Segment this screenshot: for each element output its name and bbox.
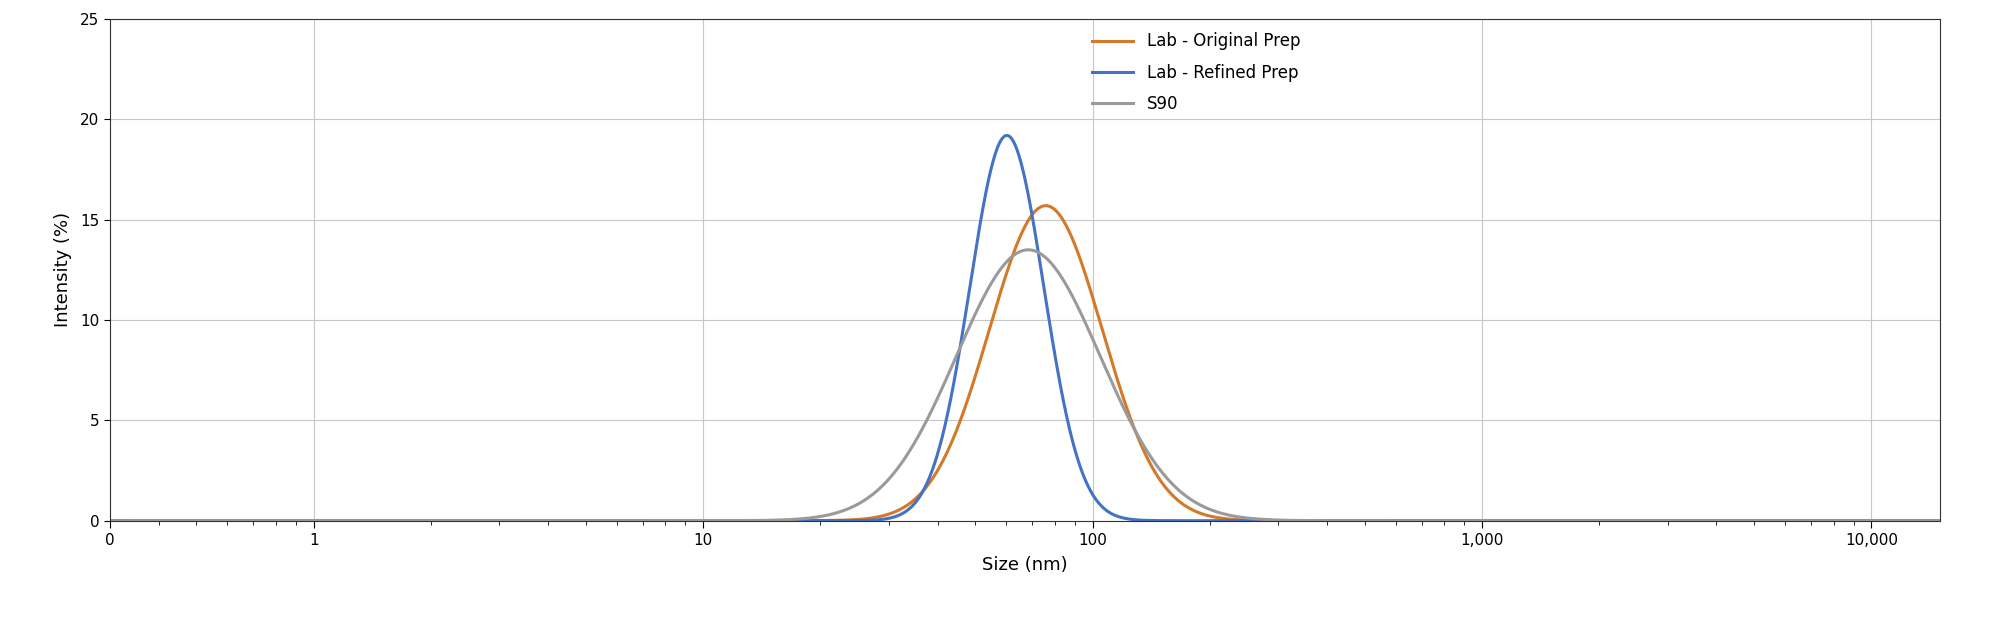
Lab - Refined Prep <box>798 517 822 525</box>
Lab - Original Prep <box>100 517 124 525</box>
Line: S90: S90 <box>112 250 1942 521</box>
Lab - Original Prep <box>1604 517 1628 525</box>
Lab - Refined Prep <box>1930 517 1954 525</box>
Lab - Original Prep <box>1034 202 1058 210</box>
X-axis label: Size (nm): Size (nm) <box>982 556 1068 574</box>
Lab - Original Prep <box>1198 512 1222 519</box>
Lab - Refined Prep <box>1604 517 1628 525</box>
Lab - Original Prep <box>1466 517 1490 525</box>
Line: Lab - Original Prep: Lab - Original Prep <box>112 206 1942 521</box>
S90 <box>100 517 124 525</box>
Lab - Original Prep <box>798 517 822 525</box>
S90 <box>1016 246 1040 253</box>
Lab - Refined Prep <box>432 517 456 525</box>
S90 <box>1466 517 1490 525</box>
S90 <box>1198 505 1222 513</box>
Lab - Original Prep <box>1290 517 1314 525</box>
S90 <box>1290 517 1314 525</box>
Lab - Refined Prep <box>994 131 1018 139</box>
S90 <box>1604 517 1628 525</box>
S90 <box>432 517 456 525</box>
Lab - Refined Prep <box>1466 517 1490 525</box>
Lab - Refined Prep <box>1290 517 1314 525</box>
Lab - Refined Prep <box>1198 517 1222 525</box>
Legend: Lab - Original Prep, Lab - Refined Prep, S90: Lab - Original Prep, Lab - Refined Prep,… <box>1092 32 1300 113</box>
Lab - Original Prep <box>1930 517 1954 525</box>
S90 <box>798 514 822 522</box>
Lab - Refined Prep <box>100 517 124 525</box>
Lab - Original Prep <box>432 517 456 525</box>
S90 <box>1930 517 1954 525</box>
Line: Lab - Refined Prep: Lab - Refined Prep <box>112 135 1942 521</box>
Y-axis label: Intensity (%): Intensity (%) <box>54 212 72 328</box>
